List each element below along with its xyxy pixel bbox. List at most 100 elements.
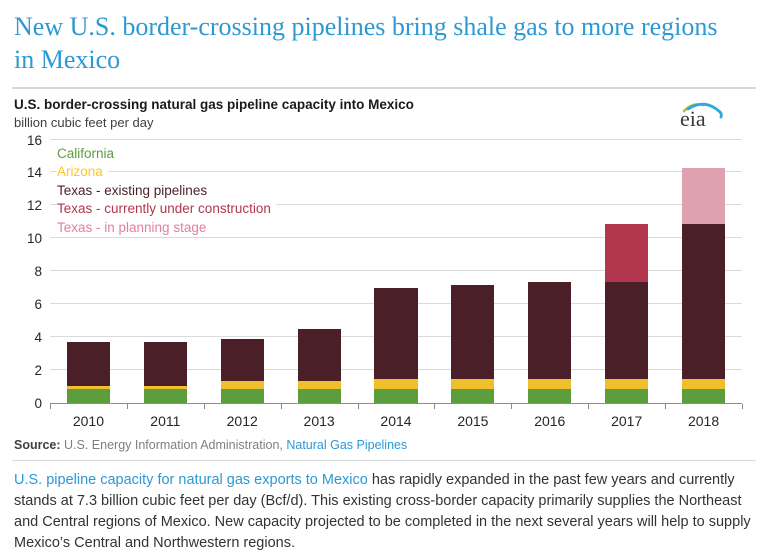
bar-slot	[434, 140, 511, 403]
bar-segment	[451, 285, 495, 379]
chart-title-block: U.S. border-crossing natural gas pipelin…	[14, 97, 414, 130]
gridline	[50, 138, 742, 140]
gridline	[50, 270, 742, 272]
legend-item: Texas - currently under construction	[57, 200, 276, 219]
x-axis-label: 2016	[534, 412, 566, 429]
x-tick	[588, 403, 590, 409]
x-axis-label: 2018	[687, 412, 720, 429]
x-tick	[742, 403, 743, 409]
y-axis-label: 14	[26, 165, 42, 181]
bar-slot	[588, 140, 665, 403]
bar-segment	[528, 378, 572, 390]
bar-segment	[374, 287, 418, 379]
gridline	[50, 237, 742, 239]
bottom-divider	[12, 459, 756, 461]
bar-segment	[528, 389, 572, 403]
legend-item: Arizona	[57, 163, 108, 182]
gridline	[50, 171, 742, 173]
x-axis-label: 2013	[303, 412, 335, 429]
x-axis-label: 2012	[226, 412, 258, 429]
bar-segment	[297, 381, 341, 390]
bar-segment	[374, 378, 418, 390]
bar-segment	[605, 389, 649, 403]
bar-slot	[127, 140, 204, 403]
bar-segment	[297, 389, 341, 403]
plot: 0 2 4 6 8 10 12 14 16 California Arizona Texas - ex…	[27, 133, 742, 411]
bar-segment	[143, 389, 187, 403]
y-axis-label: 12	[26, 198, 42, 214]
bar-segment	[66, 386, 110, 390]
bar-segment	[528, 282, 572, 379]
bar-segment	[297, 329, 341, 382]
y-axis-label: 10	[26, 231, 42, 247]
y-axis-label: 6	[34, 296, 42, 312]
bar-segment	[451, 389, 495, 403]
bar-segment	[143, 386, 187, 390]
x-tick	[126, 403, 128, 409]
y-axis-label: 2	[34, 362, 42, 378]
x-axis-labels: 2010 2011 2012 2013 2014 2015 2016 2017 2018	[50, 409, 742, 429]
x-axis-label: 2017	[611, 412, 643, 429]
bar-slot	[511, 140, 588, 403]
bar-2016	[528, 282, 572, 403]
chart-subtitle: billion cubic feet per day	[14, 114, 154, 130]
chart: 0 2 4 6 8 10 12 14 16 California Arizona Texas - ex…	[12, 133, 756, 429]
bar-segment	[220, 339, 264, 382]
bar-segment	[605, 224, 649, 283]
page-title: New U.S. border-crossing pipelines bring…	[14, 12, 718, 75]
source-line: Source: U.S. Energy Information Administ…	[14, 438, 756, 452]
bar-segment	[605, 378, 649, 390]
chart-header: U.S. border-crossing natural gas pipelin…	[14, 97, 754, 136]
bars	[50, 140, 742, 403]
bar-segment	[220, 381, 264, 390]
bar-slot	[204, 140, 281, 403]
bar-segment	[682, 224, 726, 379]
bar-2014	[374, 287, 418, 403]
bar-segment	[143, 342, 187, 387]
x-axis-ticks	[50, 403, 743, 409]
x-axis-label: 2011	[150, 412, 181, 429]
gridline	[50, 204, 742, 206]
bar-segment	[682, 168, 726, 225]
source-text: U.S. Energy Information Administration,	[60, 437, 287, 452]
bar-2012	[220, 339, 264, 403]
bar-segment	[66, 389, 110, 403]
chart-card: U.S. border-crossing natural gas pipelin…	[12, 97, 756, 452]
bar-segment	[220, 389, 264, 403]
eia-logo-icon: eia	[680, 102, 723, 131]
y-axis-label: 4	[34, 329, 42, 345]
chart-title: U.S. border-crossing natural gas pipelin…	[14, 96, 414, 112]
caption-link[interactable]: U.S. pipeline capacity for natural gas e…	[14, 471, 368, 488]
bar-2017	[605, 224, 649, 403]
bar-2018	[682, 168, 726, 403]
x-axis-label: 2015	[457, 412, 489, 429]
bar-segment	[605, 282, 649, 379]
bar-slot	[665, 140, 742, 403]
bar-segment	[66, 342, 110, 387]
bar-slot	[281, 140, 358, 403]
x-tick	[665, 403, 667, 409]
bar-2013	[297, 329, 341, 403]
x-axis-label: 2014	[380, 412, 412, 429]
y-axis-label: 16	[26, 132, 42, 148]
caption-text: has rapidly expanded in the past few yea…	[14, 471, 751, 551]
x-tick	[434, 403, 436, 409]
title-divider	[12, 86, 756, 89]
legend-item: California	[57, 144, 120, 164]
caption: U.S. pipeline capacity for natural gas e…	[14, 470, 754, 554]
legend-item: Texas - in planning stage	[57, 218, 212, 238]
legend: California Arizona Texas - existing pipeli…	[57, 144, 276, 238]
bar-slot	[50, 140, 127, 403]
x-tick	[50, 403, 51, 409]
legend-item: Texas - existing pipelines	[57, 181, 213, 201]
bar-segment	[451, 378, 495, 390]
y-axis-label: 0	[34, 395, 42, 411]
x-tick	[357, 403, 359, 409]
source-label: Source:	[14, 437, 61, 452]
y-axis-label: 8	[34, 264, 42, 280]
source-link[interactable]: Natural Gas Pipelines	[286, 437, 408, 452]
bar-segment	[682, 378, 726, 390]
x-axis-label: 2010	[72, 412, 105, 429]
bar-segment	[682, 389, 726, 403]
